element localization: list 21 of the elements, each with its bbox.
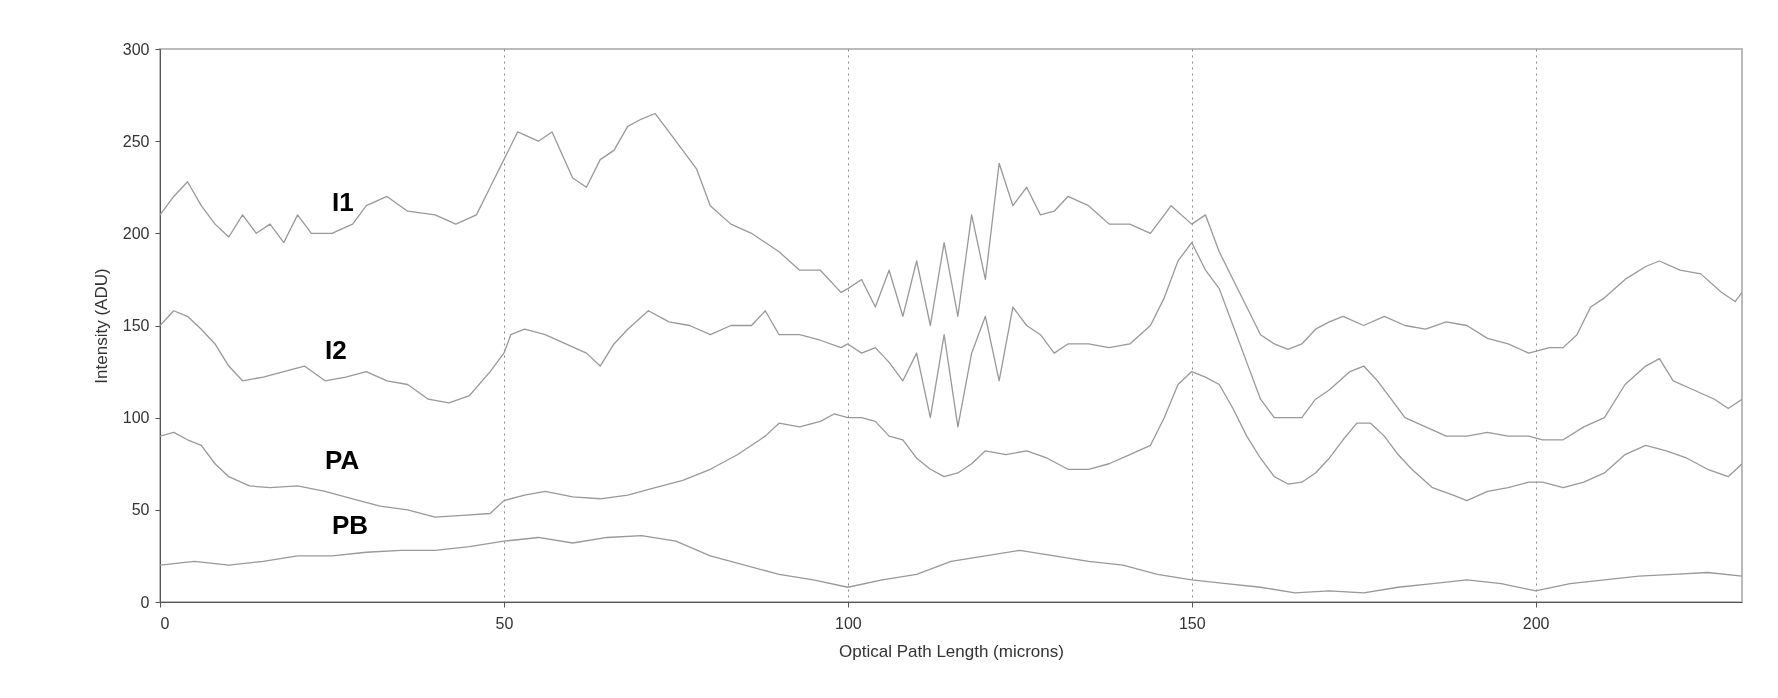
- y-tick-label: 300: [122, 40, 150, 58]
- line-series: [160, 534, 1742, 594]
- x-tick-label: 0: [160, 614, 170, 632]
- line-series: [160, 370, 1742, 518]
- y-tick-label: 0: [140, 593, 150, 611]
- y-axis-title: Intensity (ADU): [91, 268, 111, 384]
- series-label: I2: [325, 334, 347, 365]
- x-axis-title: Optical Path Length (microns): [839, 641, 1064, 661]
- x-tick-label: 200: [1522, 614, 1550, 632]
- x-tick-label: 100: [834, 614, 862, 632]
- y-tick-label: 150: [122, 317, 150, 334]
- x-tick-label: 150: [1178, 614, 1206, 632]
- series-label: I1: [331, 187, 354, 218]
- line-series: [160, 241, 1742, 441]
- series-label: PA: [325, 445, 360, 476]
- y-tick-label: 100: [122, 409, 150, 427]
- x-tick-label: 50: [495, 614, 514, 632]
- series-label: PB: [331, 509, 369, 540]
- y-tick-label: 200: [122, 224, 150, 242]
- y-tick-label: 250: [122, 132, 150, 150]
- y-tick-label: 50: [131, 501, 150, 519]
